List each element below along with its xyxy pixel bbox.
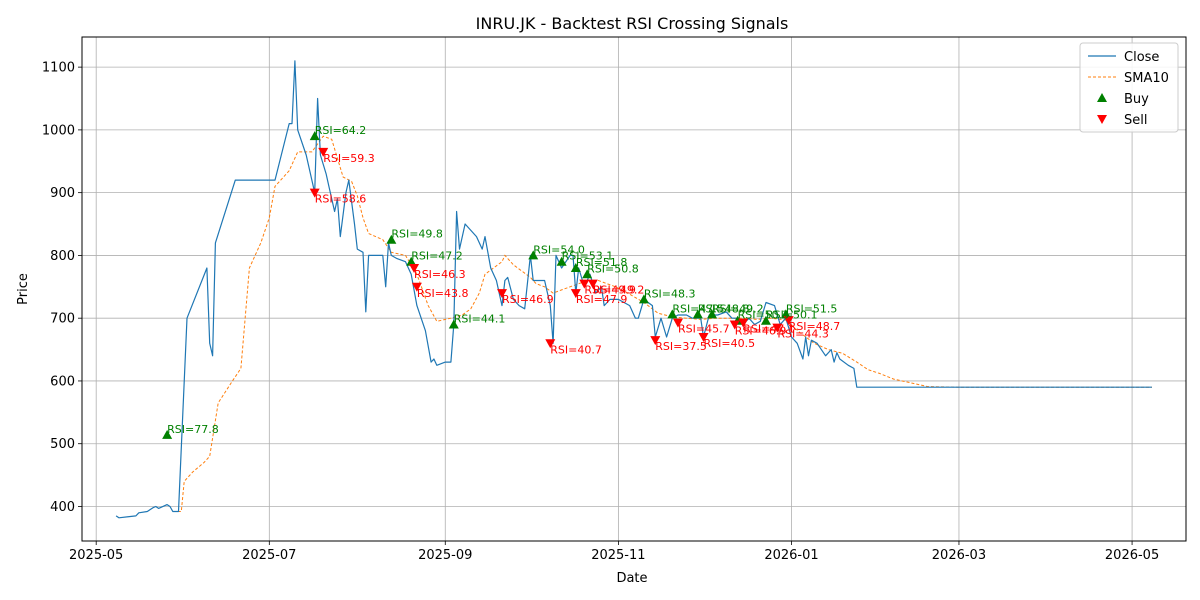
x-tick-label: 2025-05 <box>69 548 123 563</box>
buy-marker <box>556 256 567 266</box>
sell-marker <box>409 263 420 273</box>
sell-marker <box>729 320 740 330</box>
buy-marker <box>448 319 459 329</box>
buy-marker <box>528 250 539 260</box>
signal-markers <box>162 131 794 439</box>
x-tick-label: 2026-01 <box>764 548 818 563</box>
sell-rsi-label: RSI=59.3 <box>323 152 375 165</box>
sell-rsi-label: RSI=47.9 <box>576 293 628 306</box>
chart-title: INRU.JK - Backtest RSI Crossing Signals <box>476 14 789 33</box>
y-tick-label: 400 <box>50 500 75 515</box>
sell-marker <box>570 289 581 299</box>
buy-rsi-label: RSI=47.2 <box>411 250 463 263</box>
buy-marker <box>162 429 173 439</box>
buy-rsi-label: RSI=53.1 <box>562 250 614 263</box>
sell-rsi-label: RSI=48.7 <box>789 320 841 333</box>
buy-marker <box>309 131 320 141</box>
sell-rsi-label: RSI=46.3 <box>414 268 466 281</box>
buy-rsi-label: RSI=51.5 <box>786 302 838 315</box>
signal-annotations: RSI=77.8 RSI=64.2 RSI=49.8 RSI=47.2 RSI=44.1… <box>167 124 840 436</box>
sell-marker <box>318 147 329 157</box>
legend-close-label: Close <box>1124 50 1159 65</box>
sell-marker <box>672 318 683 328</box>
y-tick-label: 800 <box>50 249 75 264</box>
y-tick-label: 700 <box>50 312 75 327</box>
legend-sell-label: Sell <box>1124 113 1147 128</box>
x-tick-label: 2025-09 <box>418 548 472 563</box>
sell-rsi-label: RSI=49.9 <box>584 284 636 297</box>
buy-marker <box>570 262 581 272</box>
plot-frame <box>81 36 1187 542</box>
buy-rsi-label: RSI=49.2 <box>712 302 764 315</box>
legend-box <box>1079 42 1179 133</box>
x-tick-label: 2025-07 <box>242 548 296 563</box>
buy-rsi-label: RSI=54.0 <box>533 243 585 256</box>
buy-marker <box>638 294 649 304</box>
sell-marker <box>650 336 661 346</box>
buy-rsi-label: RSI=77.8 <box>167 423 219 436</box>
sell-marker <box>309 188 320 198</box>
sell-rsi-label: RSI=47.1 <box>743 323 795 336</box>
sell-marker <box>738 318 749 328</box>
sell-marker <box>772 323 783 333</box>
sell-marker <box>587 279 598 289</box>
sell-rsi-label: RSI=58.6 <box>315 193 367 206</box>
sell-rsi-label: RSI=49.2 <box>593 284 645 297</box>
x-tick-label: 2026-03 <box>932 548 986 563</box>
buy-rsi-label: RSI=50.3 <box>738 309 790 322</box>
buy-marker <box>386 234 397 244</box>
sell-marker <box>545 339 556 349</box>
y-tick-label: 600 <box>50 374 75 389</box>
sell-rsi-label: RSI=44.3 <box>777 328 829 341</box>
y-tick-label: 1100 <box>42 61 75 76</box>
buy-rsi-label: RSI=50.1 <box>766 309 818 322</box>
legend-sell-marker <box>1097 115 1107 124</box>
buy-rsi-label: RSI=47.5 <box>672 302 724 315</box>
x-tick-label: 2025-11 <box>591 548 645 563</box>
buy-rsi-label: RSI=64.2 <box>315 124 367 137</box>
x-axis-label: Date <box>616 571 647 586</box>
x-tick-label: 2026-05 <box>1105 548 1159 563</box>
sell-rsi-label: RSI=40.7 <box>550 343 602 356</box>
buy-marker <box>582 269 593 279</box>
y-tick-label: 1000 <box>42 123 75 138</box>
sell-marker <box>698 333 709 343</box>
sma10-series <box>172 135 1152 512</box>
legend-buy-label: Buy <box>1124 92 1149 107</box>
buy-rsi-label: RSI=51.8 <box>576 256 628 269</box>
sell-rsi-label: RSI=46.9 <box>735 324 787 337</box>
buy-marker <box>667 309 678 319</box>
buy-marker <box>760 315 771 325</box>
sell-rsi-label: RSI=46.9 <box>502 293 554 306</box>
buy-marker <box>406 256 417 266</box>
sell-rsi-label: RSI=45.7 <box>678 323 730 336</box>
legend-buy-marker <box>1097 93 1107 102</box>
grid <box>82 37 1186 541</box>
sma10-line <box>172 135 1152 512</box>
close-series <box>115 60 1152 519</box>
buy-rsi-label: RSI=44.1 <box>454 312 506 325</box>
sell-marker <box>783 316 794 326</box>
y-axis-label: Price <box>16 273 31 305</box>
sell-marker <box>579 279 590 289</box>
legend-sma10-label: SMA10 <box>1124 71 1169 86</box>
sell-rsi-label: RSI=37.5 <box>655 340 707 353</box>
buy-rsi-label: RSI=49.8 <box>391 228 443 241</box>
sell-marker <box>411 282 422 292</box>
y-tick-label: 900 <box>50 186 75 201</box>
axis-ticks: 2025-05 2025-07 2025-09 2025-11 2026-01 2026-… <box>42 61 1159 563</box>
buy-rsi-label: RSI=48.3 <box>644 287 696 300</box>
buy-marker <box>692 309 703 319</box>
legend: Close SMA10 Buy Sell <box>1079 42 1179 133</box>
buy-marker <box>707 309 718 319</box>
sell-rsi-label: RSI=40.5 <box>704 337 756 350</box>
sell-marker <box>497 289 508 299</box>
buy-rsi-label: RSI=48.8 <box>698 302 750 315</box>
close-line <box>115 60 1152 519</box>
sell-rsi-label: RSI=43.8 <box>417 287 469 300</box>
buy-rsi-label: RSI=50.8 <box>587 262 639 275</box>
y-tick-label: 500 <box>50 437 75 452</box>
